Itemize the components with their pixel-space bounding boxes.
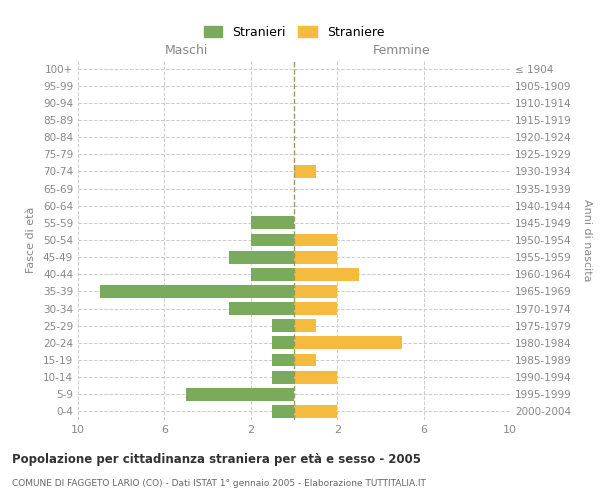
Text: COMUNE DI FAGGETO LARIO (CO) - Dati ISTAT 1° gennaio 2005 - Elaborazione TUTTITA: COMUNE DI FAGGETO LARIO (CO) - Dati ISTA… — [12, 478, 426, 488]
Bar — [272, 370, 294, 384]
Y-axis label: Anni di nascita: Anni di nascita — [583, 198, 592, 281]
Bar — [272, 320, 294, 332]
Text: Maschi: Maschi — [164, 44, 208, 57]
Bar — [100, 285, 294, 298]
Y-axis label: Fasce di età: Fasce di età — [26, 207, 36, 273]
Text: Popolazione per cittadinanza straniera per età e sesso - 2005: Popolazione per cittadinanza straniera p… — [12, 452, 421, 466]
Legend: Stranieri, Straniere: Stranieri, Straniere — [197, 20, 391, 45]
Bar — [251, 234, 294, 246]
Bar — [294, 234, 337, 246]
Bar — [186, 388, 294, 400]
Bar — [229, 302, 294, 315]
Text: Femmine: Femmine — [373, 44, 431, 57]
Bar — [294, 285, 337, 298]
Bar — [272, 354, 294, 366]
Bar — [294, 405, 337, 418]
Bar — [251, 216, 294, 230]
Bar — [294, 320, 316, 332]
Bar — [294, 336, 402, 349]
Bar — [229, 250, 294, 264]
Bar — [251, 268, 294, 280]
Bar — [294, 165, 316, 178]
Bar — [294, 268, 359, 280]
Bar — [294, 354, 316, 366]
Bar — [272, 405, 294, 418]
Bar — [272, 336, 294, 349]
Bar — [294, 302, 337, 315]
Bar — [294, 370, 337, 384]
Bar — [294, 250, 337, 264]
